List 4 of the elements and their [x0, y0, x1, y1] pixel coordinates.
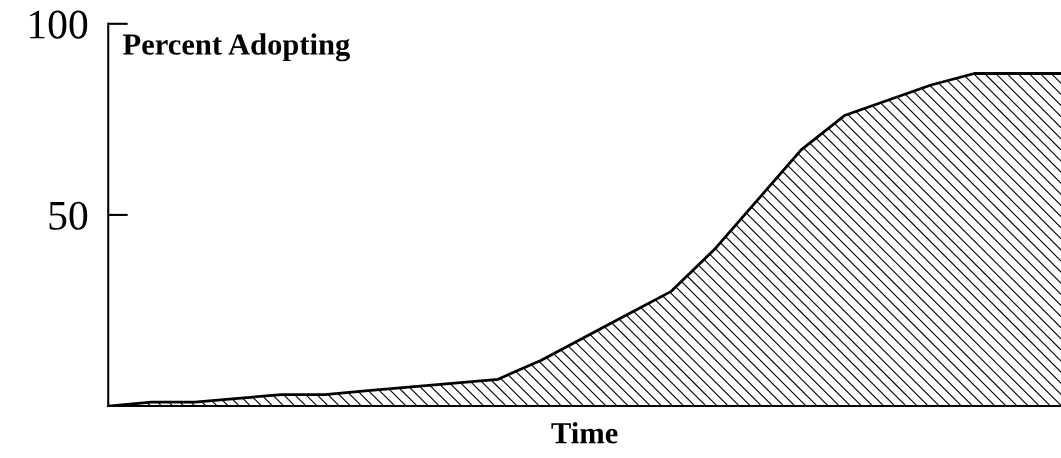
- x-axis-title: Time: [551, 421, 618, 444]
- y-tick-label: 50: [49, 201, 88, 230]
- y-axis-title: Percent Adopting: [123, 33, 350, 62]
- y-tick-label: 100: [29, 10, 88, 39]
